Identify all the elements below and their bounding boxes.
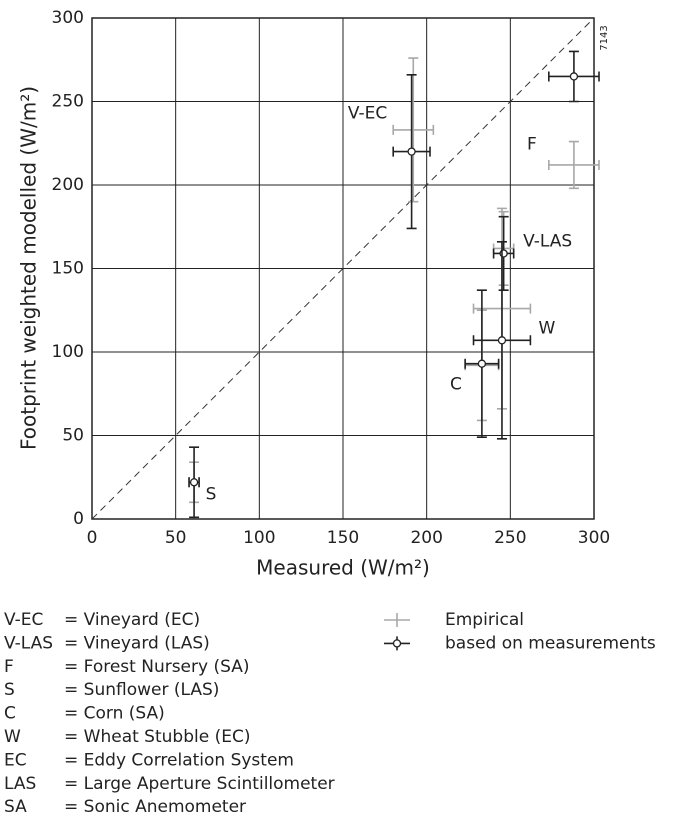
- y-tick-label: 0: [73, 509, 84, 529]
- definition-abbr: LAS: [4, 774, 36, 794]
- legend-symbol: [384, 613, 410, 627]
- definition-text: = Large Aperture Scintillometer: [64, 774, 335, 794]
- legend-label: based on measurements: [445, 633, 656, 653]
- y-tick-label: 50: [62, 426, 84, 446]
- definition-text: = Sonic Anemometer: [64, 797, 246, 817]
- definition-abbr: V-EC: [4, 610, 43, 630]
- point-label: F: [527, 134, 537, 154]
- point: [569, 72, 579, 81]
- definition-text: = Vineyard (LAS): [64, 633, 210, 653]
- definition-abbr: V-LAS: [4, 633, 53, 653]
- definition-text: = Sunflower (LAS): [64, 680, 219, 700]
- y-tick-label: 100: [52, 342, 84, 362]
- x-tick-label: 250: [494, 528, 526, 548]
- point-label: C: [450, 375, 462, 395]
- x-tick-label: 50: [165, 528, 187, 548]
- definition-abbr: C: [4, 704, 16, 724]
- definition-abbr: W: [4, 727, 21, 747]
- x-tick-label: 0: [87, 528, 98, 548]
- definition-text: = Corn (SA): [64, 704, 165, 724]
- y-error-bar: [408, 57, 419, 203]
- definition-abbr: F: [4, 657, 14, 677]
- y-tick-label: 300: [52, 8, 84, 28]
- y-tick-label: 150: [52, 259, 84, 279]
- point: [189, 478, 199, 487]
- y-axis-label: Footprint weighted modelled (W/m²): [17, 86, 41, 450]
- figure-id: 7143: [599, 25, 610, 50]
- point: [477, 359, 487, 368]
- point-label: V-LAS: [523, 231, 572, 251]
- x-tick-label: 100: [243, 528, 275, 548]
- definition-abbr: SA: [4, 797, 27, 817]
- identity-line: [91, 17, 595, 520]
- plot-frame: [91, 17, 595, 520]
- definition-abbr: S: [4, 680, 15, 700]
- definition-text: = Eddy Correlation System: [64, 750, 294, 770]
- x-tick-label: 150: [327, 528, 359, 548]
- x-axis-label: Measured (W/m²): [256, 556, 430, 580]
- definition-text: = Vineyard (EC): [64, 610, 200, 630]
- definition-text: = Forest Nursery (SA): [64, 657, 249, 677]
- point: [407, 147, 416, 156]
- legend-marker: [392, 639, 402, 648]
- point-label: S: [206, 484, 217, 504]
- point-label: V-EC: [348, 104, 387, 124]
- point-label: W: [539, 318, 556, 338]
- definition-text: = Wheat Stubble (EC): [64, 727, 250, 747]
- point: [497, 336, 507, 345]
- y-error-bar: [568, 140, 579, 190]
- x-tick-label: 300: [578, 528, 610, 548]
- y-tick-label: 200: [52, 175, 84, 195]
- legend-label: Empirical: [445, 610, 524, 630]
- x-tick-label: 200: [410, 528, 442, 548]
- definition-abbr: EC: [4, 750, 27, 770]
- y-tick-label: 250: [52, 92, 84, 112]
